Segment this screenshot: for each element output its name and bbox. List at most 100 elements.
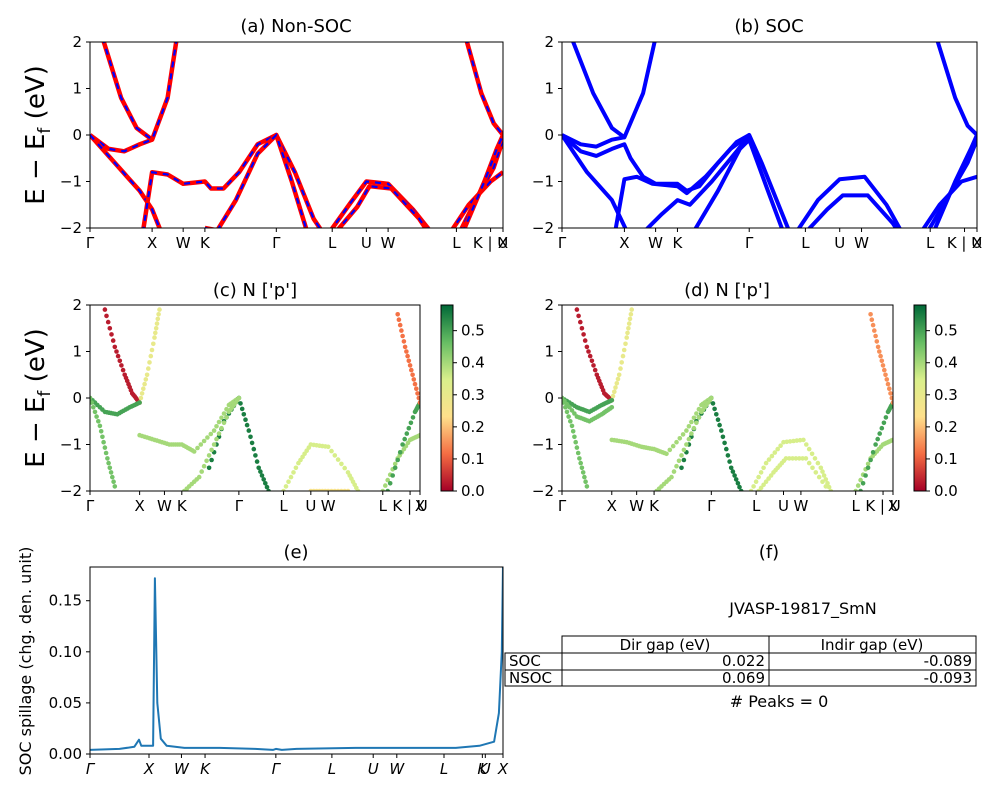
projection-point [874, 339, 880, 344]
projection-point [214, 436, 219, 442]
projection-point [584, 484, 590, 489]
projection-point [401, 339, 407, 344]
projection-point [821, 473, 827, 478]
projection-point [575, 450, 581, 456]
projection-point [823, 484, 829, 489]
projection-point [691, 425, 697, 431]
projection-point [142, 381, 147, 387]
y-tick-label: −2 [532, 482, 554, 500]
projection-point [259, 473, 265, 478]
projection-point [385, 488, 390, 491]
x-tick-label: X [607, 497, 617, 515]
projection-point [691, 415, 697, 421]
projection-point [397, 450, 403, 455]
projection-point [800, 456, 805, 461]
x-tick-label: U [778, 497, 789, 515]
projection-point [91, 405, 96, 410]
projection-point [728, 465, 734, 471]
colorbar-tick-label: 0.4 [934, 354, 958, 372]
projection-point [880, 363, 886, 368]
y-tick-label: −1 [60, 436, 82, 454]
projection-point [778, 443, 783, 449]
x-tick-label: L [328, 760, 336, 778]
projection-point [390, 473, 396, 478]
projection-point [411, 377, 417, 382]
projection-point [151, 341, 156, 347]
projection-point [106, 460, 111, 466]
projection-point [400, 333, 405, 339]
projection-point [879, 358, 885, 364]
x-tick-label: X [143, 760, 155, 778]
spillage-line [90, 567, 503, 751]
bands-ylabel-mid: E − Ef (eV) [21, 328, 55, 468]
projection-point [107, 465, 113, 471]
projection-point [717, 422, 722, 428]
projection-point [763, 460, 769, 466]
projection-point [253, 453, 258, 458]
projection-point [153, 330, 158, 336]
projection-point [105, 319, 111, 325]
projection-point [110, 338, 116, 343]
panel-e-ylabel: SOC spillage (chg. den. unit) [16, 547, 35, 776]
colorbar-tick-label: 0.0 [461, 482, 485, 500]
projection-point [719, 428, 724, 433]
projection-point [715, 417, 721, 423]
projection-point [399, 328, 404, 333]
x-tick-label: L [851, 497, 860, 515]
projection-point [415, 391, 420, 396]
projection-point [562, 400, 566, 405]
projection-point [768, 473, 774, 478]
panel-c-colorbar [440, 304, 454, 492]
x-tick-label: X [134, 497, 144, 515]
x-tick-label: K | U [865, 497, 900, 515]
projection-point [263, 481, 268, 486]
projection-point [380, 488, 386, 491]
projection-point [686, 436, 692, 442]
projection-point [677, 436, 683, 441]
projection-point [567, 405, 572, 410]
projection-point [120, 367, 126, 373]
projection-point [293, 465, 299, 471]
projection-point [92, 409, 98, 415]
projection-point [395, 457, 401, 463]
projection-point [694, 411, 699, 416]
x-tick-label: L [440, 760, 448, 778]
projection-point [154, 321, 160, 326]
projection-point [342, 465, 348, 471]
projection-point [769, 453, 775, 459]
projection-point [219, 415, 224, 421]
projection-point [387, 481, 393, 486]
colorbar-tick-label: 0.3 [461, 386, 485, 404]
projection-point [612, 389, 617, 395]
projection-point [416, 395, 420, 401]
projection-point [402, 344, 408, 350]
projection-point [883, 372, 888, 378]
projection-point [566, 414, 571, 419]
projection-point [671, 469, 677, 474]
panel-e-title: (e) [283, 542, 308, 563]
projection-point [714, 412, 719, 417]
band-line-soc [562, 133, 625, 149]
projection-point [684, 428, 689, 433]
projection-point [696, 415, 702, 420]
projection-point [578, 319, 583, 325]
projection-point [569, 423, 575, 429]
projection-point [582, 338, 588, 343]
projection-point [670, 443, 676, 449]
projection-point [383, 483, 388, 488]
projection-point [787, 456, 792, 461]
projection-point [667, 447, 673, 453]
projection-point [104, 313, 109, 319]
band-line-nonsoc [101, 42, 179, 142]
projection-point [404, 349, 409, 354]
projection-point [149, 347, 155, 353]
projection-point [397, 322, 403, 328]
projection-point [329, 448, 334, 454]
projection-point [732, 473, 737, 478]
projection-point [674, 439, 679, 445]
projection-point [286, 479, 291, 485]
projection-point [563, 405, 568, 410]
